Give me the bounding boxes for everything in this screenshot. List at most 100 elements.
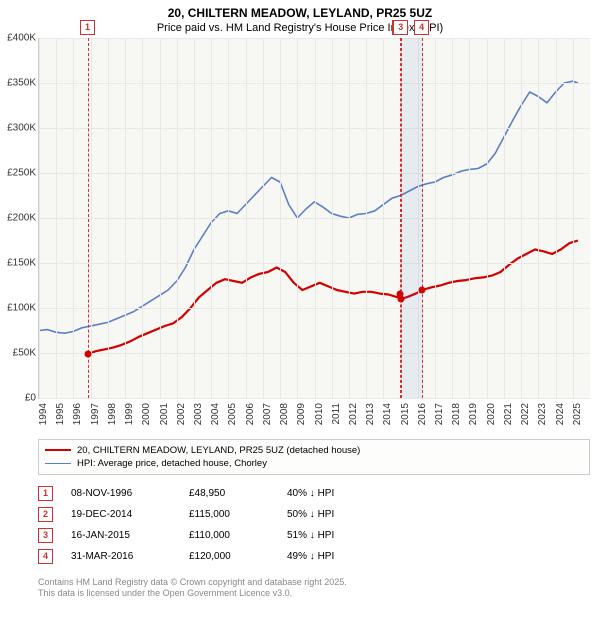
x-tick-label: 2006 xyxy=(245,401,256,425)
grid-v xyxy=(349,38,350,398)
attribution: Contains HM Land Registry data © Crown c… xyxy=(38,577,590,600)
grid-v xyxy=(73,38,74,398)
grid-v xyxy=(39,38,40,398)
x-tick-label: 2011 xyxy=(331,401,342,425)
sale-marker-line xyxy=(422,38,423,398)
x-tick-label: 1998 xyxy=(107,401,118,425)
x-tick-label: 1995 xyxy=(55,401,66,425)
grid-v xyxy=(332,38,333,398)
legend-label: 20, CHILTERN MEADOW, LEYLAND, PR25 5UZ (… xyxy=(77,445,360,456)
sale-dot xyxy=(85,350,92,357)
grid-v xyxy=(521,38,522,398)
grid-v xyxy=(487,38,488,398)
legend-swatch xyxy=(45,449,71,451)
legend-label: HPI: Average price, detached house, Chor… xyxy=(77,458,267,469)
x-tick-label: 2016 xyxy=(417,401,428,425)
sale-marker-line xyxy=(401,38,402,398)
x-tick-label: 1999 xyxy=(124,401,135,425)
sales-marker-box: 2 xyxy=(38,507,53,522)
grid-v xyxy=(246,38,247,398)
sale-price: £110,000 xyxy=(189,530,269,541)
grid-v xyxy=(452,38,453,398)
grid-v xyxy=(297,38,298,398)
y-tick-label: £100K xyxy=(7,302,39,313)
y-tick-label: £50K xyxy=(13,347,39,358)
x-tick-label: 2013 xyxy=(365,401,376,425)
sale-price: £115,000 xyxy=(189,509,269,520)
x-tick-label: 2024 xyxy=(555,401,566,425)
y-tick-label: £250K xyxy=(7,167,39,178)
grid-v xyxy=(366,38,367,398)
grid-v xyxy=(263,38,264,398)
sales-marker-box: 3 xyxy=(38,528,53,543)
x-tick-label: 2015 xyxy=(400,401,411,425)
legend-row: 20, CHILTERN MEADOW, LEYLAND, PR25 5UZ (… xyxy=(45,444,583,457)
sale-marker-box: 4 xyxy=(414,20,429,35)
sale-date: 08-NOV-1996 xyxy=(71,488,171,499)
x-tick-label: 2008 xyxy=(279,401,290,425)
series-hpi xyxy=(39,81,578,333)
legend: 20, CHILTERN MEADOW, LEYLAND, PR25 5UZ (… xyxy=(38,439,590,475)
grid-v xyxy=(383,38,384,398)
price-chart-container: { "title_line1": "20, CHILTERN MEADOW, L… xyxy=(0,0,600,620)
grid-v xyxy=(177,38,178,398)
sale-date: 19-DEC-2014 xyxy=(71,509,171,520)
sale-dot xyxy=(419,286,426,293)
sale-marker-box: 1 xyxy=(80,20,95,35)
sale-diff: 50% ↓ HPI xyxy=(287,509,367,520)
x-tick-label: 2021 xyxy=(503,401,514,425)
x-tick-label: 2004 xyxy=(210,401,221,425)
y-tick-label: £350K xyxy=(7,77,39,88)
y-tick-label: £150K xyxy=(7,257,39,268)
x-tick-label: 2012 xyxy=(348,401,359,425)
y-tick-label: £200K xyxy=(7,212,39,223)
x-tick-label: 2009 xyxy=(296,401,307,425)
sales-row: 3 16-JAN-2015 £110,000 51% ↓ HPI xyxy=(38,525,590,546)
sale-diff: 51% ↓ HPI xyxy=(287,530,367,541)
x-tick-label: 2014 xyxy=(382,401,393,425)
x-tick-label: 2022 xyxy=(520,401,531,425)
sales-row: 2 19-DEC-2014 £115,000 50% ↓ HPI xyxy=(38,504,590,525)
sale-marker-box: 3 xyxy=(393,20,408,35)
sales-row: 108-NOV-1996£48,95040% ↓ HPI xyxy=(38,483,590,504)
y-tick-label: £400K xyxy=(7,32,39,43)
grid-v xyxy=(160,38,161,398)
grid-v xyxy=(125,38,126,398)
x-tick-label: 1997 xyxy=(90,401,101,425)
x-tick-label: 2007 xyxy=(262,401,273,425)
x-tick-label: 2019 xyxy=(468,401,479,425)
grid-v xyxy=(56,38,57,398)
x-tick-label: 2002 xyxy=(176,401,187,425)
sales-marker-box: 1 xyxy=(38,486,53,501)
x-tick-label: 2001 xyxy=(159,401,170,425)
sale-price: £120,000 xyxy=(189,551,269,562)
stamp-duty-shade xyxy=(401,38,424,398)
y-tick-label: £0 xyxy=(25,392,39,403)
attribution-line1: Contains HM Land Registry data © Crown c… xyxy=(38,577,590,589)
x-tick-label: 2023 xyxy=(537,401,548,425)
x-tick-label: 2000 xyxy=(141,401,152,425)
sale-price: £48,950 xyxy=(189,488,269,499)
legend-swatch xyxy=(45,463,71,464)
x-tick-label: 1994 xyxy=(38,401,49,425)
x-tick-label: 2018 xyxy=(451,401,462,425)
grid-v xyxy=(435,38,436,398)
grid-v xyxy=(211,38,212,398)
x-tick-label: 2025 xyxy=(572,401,583,425)
grid-v xyxy=(194,38,195,398)
sale-diff: 49% ↓ HPI xyxy=(287,551,367,562)
sales-marker-box: 4 xyxy=(38,549,53,564)
x-tick-label: 2005 xyxy=(227,401,238,425)
grid-v xyxy=(91,38,92,398)
sale-date: 16-JAN-2015 xyxy=(71,530,171,541)
x-tick-label: 2020 xyxy=(486,401,497,425)
sale-date: 31-MAR-2016 xyxy=(71,551,171,562)
grid-v xyxy=(280,38,281,398)
grid-v xyxy=(108,38,109,398)
grid-v xyxy=(469,38,470,398)
sales-row: 4 31-MAR-2016 £120,000 49% ↓ HPI xyxy=(38,546,590,567)
grid-v xyxy=(142,38,143,398)
grid-v xyxy=(315,38,316,398)
grid-v xyxy=(556,38,557,398)
y-tick-label: £300K xyxy=(7,122,39,133)
